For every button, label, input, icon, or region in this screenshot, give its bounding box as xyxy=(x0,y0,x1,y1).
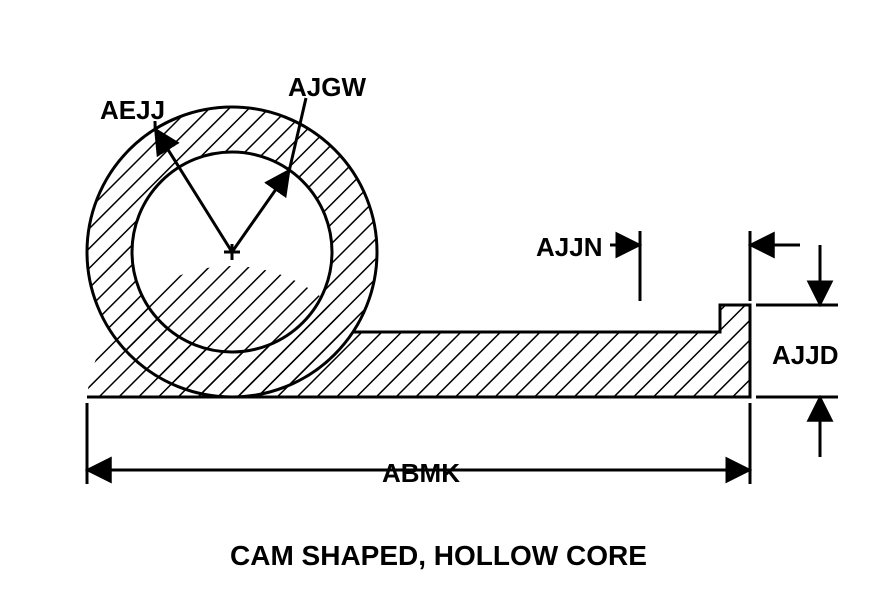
hatched-ring xyxy=(0,0,870,600)
diagram-canvas: AEJJ AJGW AJJN AJJD ABMK CAM SHAPED, HOL… xyxy=(0,0,870,600)
label-abmk: ABMK xyxy=(382,458,460,489)
diagram-title: CAM SHAPED, HOLLOW CORE xyxy=(230,540,647,572)
label-ajgw: AJGW xyxy=(288,72,366,103)
diagram-svg xyxy=(0,0,870,600)
label-ajjd: AJJD xyxy=(772,340,838,371)
label-aejj: AEJJ xyxy=(100,95,165,126)
label-ajjn: AJJN xyxy=(536,232,602,263)
